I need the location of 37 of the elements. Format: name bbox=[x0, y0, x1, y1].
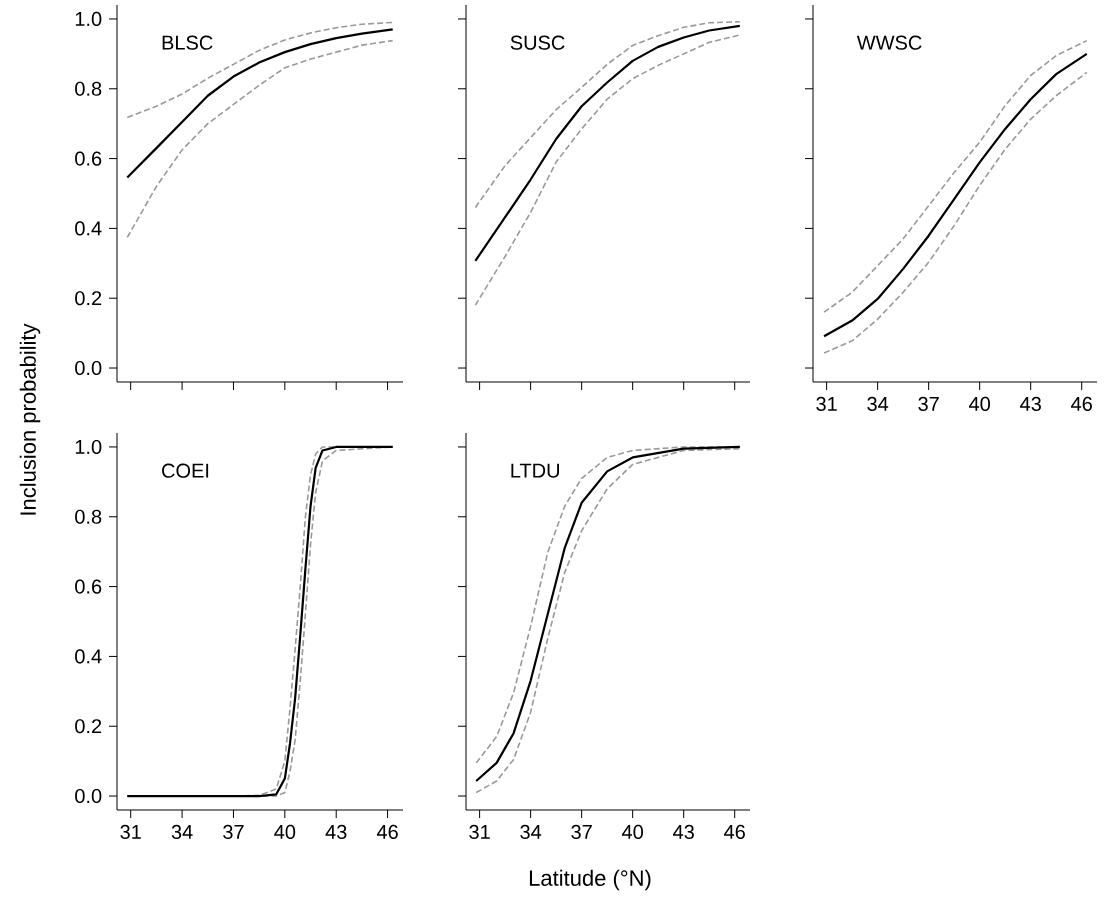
y-tick-label: 1.0 bbox=[75, 11, 102, 27]
x-tick-label: 37 bbox=[918, 396, 939, 412]
x-tick-label: 46 bbox=[1071, 396, 1092, 412]
x-tick-label: 37 bbox=[223, 824, 244, 840]
y-tick-label: 0.2 bbox=[75, 291, 102, 306]
x-tick-label: 31 bbox=[816, 396, 837, 412]
y-tick-label: 0.4 bbox=[75, 221, 102, 236]
text: BLSC bbox=[162, 35, 213, 50]
x-tick-label: 43 bbox=[673, 824, 694, 840]
y-tick-label: 0.8 bbox=[75, 81, 102, 96]
text: SUSC bbox=[510, 35, 565, 50]
x-tick-label: 34 bbox=[867, 396, 889, 412]
y-tick-label: 0.0 bbox=[75, 360, 102, 376]
x-tick-label: 40 bbox=[969, 396, 991, 412]
y-tick-label: 0.6 bbox=[75, 579, 102, 594]
text: LTDU bbox=[511, 463, 559, 478]
y-tick-label: 0.6 bbox=[75, 151, 102, 166]
y-tick-label: 0.0 bbox=[75, 788, 102, 804]
x-tick-label: 40 bbox=[622, 824, 644, 840]
text: WWSC bbox=[856, 35, 922, 50]
y-tick-label: 1.0 bbox=[75, 439, 102, 455]
y-tick-label: 0.2 bbox=[75, 719, 102, 734]
x-tick-label: 34 bbox=[171, 824, 193, 840]
y-tick-label: 0.4 bbox=[75, 649, 102, 664]
x-tick-label: 31 bbox=[120, 824, 141, 840]
x-axis-title: Latitude (°N) bbox=[529, 869, 651, 891]
y-tick-label: 0.8 bbox=[75, 509, 102, 524]
x-tick-label: 40 bbox=[274, 824, 296, 840]
x-tick-label: 31 bbox=[469, 824, 490, 840]
x-tick-label: 43 bbox=[1020, 396, 1041, 412]
x-tick-label: 46 bbox=[724, 824, 745, 840]
text: COEI bbox=[162, 463, 209, 478]
x-tick-label: 37 bbox=[571, 824, 592, 840]
x-tick-label: 34 bbox=[520, 824, 542, 840]
y-axis-title: Inclusion probability bbox=[19, 323, 41, 515]
x-tick-label: 46 bbox=[376, 824, 398, 840]
x-tick-label: 43 bbox=[325, 824, 347, 840]
